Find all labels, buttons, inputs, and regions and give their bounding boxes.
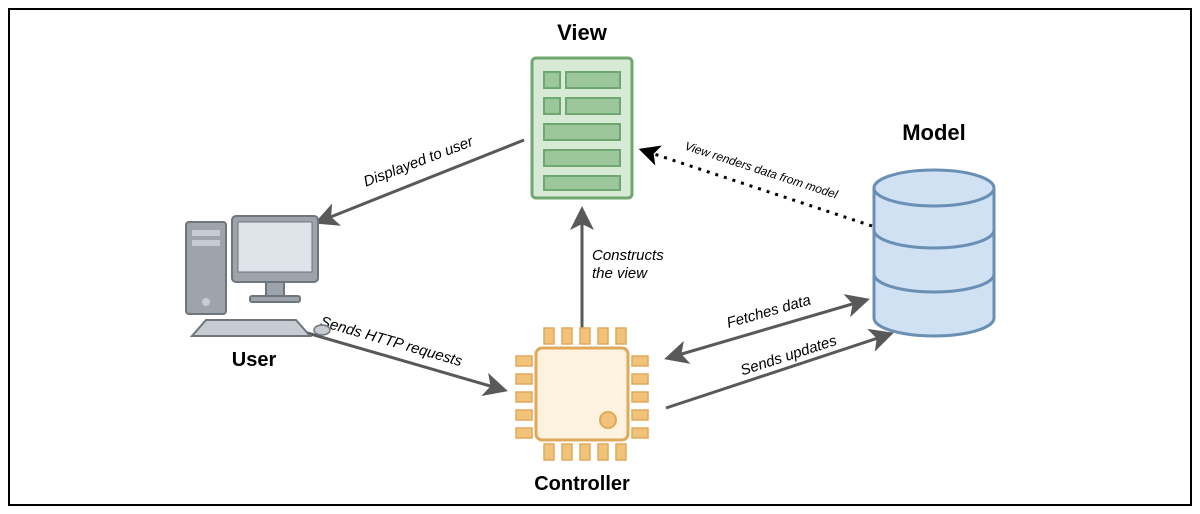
view-node: View: [532, 20, 632, 198]
view-label: View: [557, 20, 608, 45]
controller-label: Controller: [534, 473, 630, 495]
user-label: User: [232, 349, 277, 371]
edge-label-constructs-1: Constructs: [592, 247, 664, 264]
model-node: Model: [874, 120, 994, 336]
edge-constructs-view: Constructs the view: [582, 210, 664, 328]
model-label: Model: [902, 120, 966, 145]
edge-label-constructs-2: the view: [592, 265, 648, 282]
edge-label-view-renders: View renders data from model: [683, 139, 840, 202]
edge-label-fetches: Fetches data: [725, 292, 813, 332]
user-node: User: [186, 216, 330, 371]
controller-node: Controller: [516, 328, 648, 495]
edge-sends-updates: Sends updates: [666, 332, 890, 408]
edge-view-renders-model: View renders data from model: [642, 139, 872, 226]
edge-displayed-to-user: Displayed to user: [318, 133, 524, 222]
mvc-diagram: Displayed to user Sends HTTP requests Co…: [10, 10, 1194, 508]
diagram-frame: Displayed to user Sends HTTP requests Co…: [8, 8, 1192, 506]
